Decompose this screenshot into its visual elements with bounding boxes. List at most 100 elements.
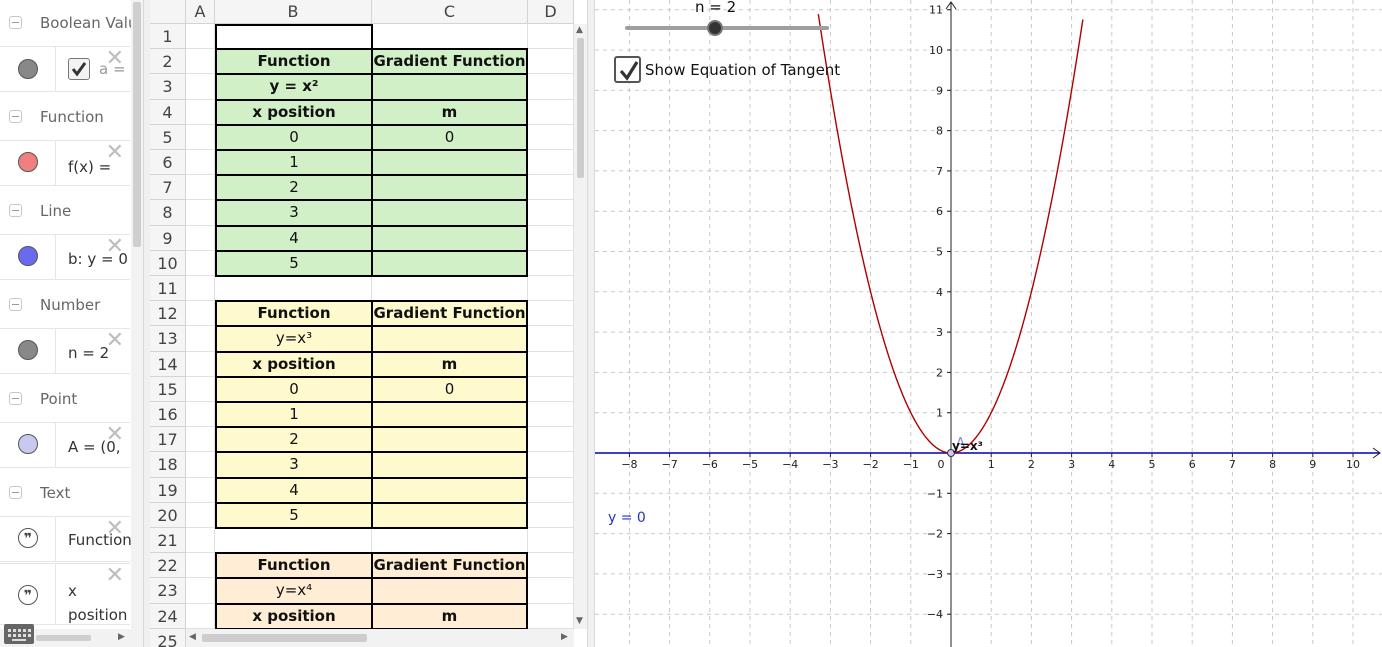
- collapse-icon[interactable]: [9, 204, 22, 217]
- cell[interactable]: [528, 99, 574, 125]
- cell[interactable]: [372, 528, 528, 554]
- pane-divider[interactable]: [587, 0, 595, 647]
- delete-icon[interactable]: ✕: [105, 234, 124, 259]
- cell[interactable]: [186, 74, 215, 100]
- collapse-icon[interactable]: [9, 486, 22, 499]
- cell[interactable]: 4: [215, 224, 373, 252]
- cell[interactable]: Function: [215, 48, 373, 76]
- cell[interactable]: [186, 276, 215, 302]
- row-header[interactable]: 25: [150, 628, 186, 647]
- delete-icon[interactable]: ✕: [105, 422, 124, 447]
- cell[interactable]: [186, 225, 215, 251]
- algebra-item-function[interactable]: f(x) = ✕: [0, 140, 130, 186]
- cell[interactable]: [528, 528, 574, 554]
- cell[interactable]: [371, 73, 528, 101]
- cell[interactable]: [186, 603, 215, 629]
- row-header[interactable]: 8: [150, 200, 186, 226]
- coordinate-plane[interactable]: −8 −7 −6 −5 −4 −3 −2 −1 0 1 2 3 4 5 6 7 8 9 10 11 10 9 8 7 6 5 4 3 2…: [595, 0, 1382, 647]
- cell[interactable]: [528, 351, 574, 377]
- row-header[interactable]: 24: [150, 603, 186, 629]
- cell[interactable]: [186, 150, 215, 176]
- cell[interactable]: [528, 150, 574, 176]
- scroll-thumb[interactable]: [577, 38, 584, 178]
- cell[interactable]: x position: [215, 98, 373, 126]
- delete-icon[interactable]: ✕: [105, 516, 124, 541]
- row-header[interactable]: 12: [150, 301, 186, 327]
- group-header-line[interactable]: Line: [0, 188, 130, 234]
- cell[interactable]: 3: [215, 199, 373, 227]
- cell[interactable]: [186, 250, 215, 276]
- cell[interactable]: [371, 199, 528, 227]
- cell[interactable]: [371, 325, 528, 353]
- cell[interactable]: [528, 124, 574, 150]
- cell[interactable]: [528, 578, 574, 604]
- cell[interactable]: x position: [215, 350, 373, 378]
- spreadsheet-vertical-scrollbar[interactable]: ▲ ▼: [574, 24, 587, 629]
- cell[interactable]: [186, 578, 215, 604]
- cell[interactable]: m: [371, 602, 528, 630]
- cell[interactable]: [186, 477, 215, 503]
- delete-icon[interactable]: ✕: [105, 140, 124, 165]
- scroll-thumb[interactable]: [36, 635, 91, 641]
- cell[interactable]: y=x³: [215, 325, 373, 353]
- corner-cell[interactable]: [150, 0, 186, 24]
- cell[interactable]: Function: [215, 300, 373, 328]
- cell[interactable]: [186, 528, 215, 554]
- cell[interactable]: [186, 402, 215, 428]
- cell[interactable]: 0: [215, 375, 373, 403]
- cell[interactable]: [186, 175, 215, 201]
- row-header[interactable]: 1: [150, 24, 186, 50]
- row-header[interactable]: 9: [150, 225, 186, 251]
- row-header[interactable]: 3: [150, 74, 186, 100]
- row-header[interactable]: 14: [150, 351, 186, 377]
- scroll-right-icon[interactable]: ▶: [118, 632, 125, 642]
- row-header[interactable]: 17: [150, 427, 186, 453]
- cell[interactable]: [186, 326, 215, 352]
- cell[interactable]: [372, 276, 528, 302]
- cell[interactable]: [528, 49, 574, 75]
- cell[interactable]: [528, 24, 574, 50]
- row-header[interactable]: 20: [150, 502, 186, 528]
- visibility-marble-icon[interactable]: [18, 59, 38, 79]
- cell[interactable]: [371, 174, 528, 202]
- delete-icon[interactable]: ✕: [105, 46, 124, 71]
- delete-icon[interactable]: ✕: [105, 563, 124, 588]
- algebra-item-point[interactable]: A = (0, ✕: [0, 422, 130, 468]
- cell[interactable]: [371, 426, 528, 454]
- row-header[interactable]: 16: [150, 402, 186, 428]
- visibility-marble-icon[interactable]: [18, 340, 38, 360]
- cell[interactable]: [528, 376, 574, 402]
- cell[interactable]: [372, 24, 528, 50]
- cell[interactable]: 2: [215, 426, 373, 454]
- cell[interactable]: 4: [215, 476, 373, 504]
- collapse-icon[interactable]: [9, 298, 22, 311]
- cell[interactable]: 0: [371, 123, 528, 151]
- cell[interactable]: [528, 276, 574, 302]
- spreadsheet-horizontal-scrollbar[interactable]: ◀ ▶: [186, 629, 574, 647]
- cell[interactable]: Function: [215, 552, 373, 580]
- row-header[interactable]: 22: [150, 553, 186, 579]
- cell[interactable]: [528, 200, 574, 226]
- row-header[interactable]: 18: [150, 452, 186, 478]
- cell[interactable]: 1: [215, 149, 373, 177]
- column-header-c[interactable]: C: [372, 0, 528, 24]
- cell[interactable]: [186, 124, 215, 150]
- collapse-icon[interactable]: [9, 110, 22, 123]
- cell[interactable]: 5: [215, 249, 373, 277]
- algebra-item-line[interactable]: b: y = 0 ✕: [0, 234, 130, 280]
- algebra-item-text-1[interactable]: ❞ Function ✕: [0, 516, 132, 562]
- cell[interactable]: [528, 452, 574, 478]
- cell[interactable]: [186, 502, 215, 528]
- show-tangent-checkbox[interactable]: [614, 56, 641, 83]
- cell[interactable]: [371, 501, 528, 529]
- cell[interactable]: [215, 276, 372, 302]
- cell[interactable]: [528, 427, 574, 453]
- cell[interactable]: [186, 49, 215, 75]
- cell[interactable]: 3: [215, 451, 373, 479]
- algebra-vertical-scrollbar[interactable]: [131, 0, 143, 647]
- visibility-marble-icon[interactable]: [18, 246, 38, 266]
- row-header[interactable]: 4: [150, 99, 186, 125]
- cell[interactable]: [371, 249, 528, 277]
- cell[interactable]: [186, 376, 215, 402]
- group-header-number[interactable]: Number: [0, 282, 130, 328]
